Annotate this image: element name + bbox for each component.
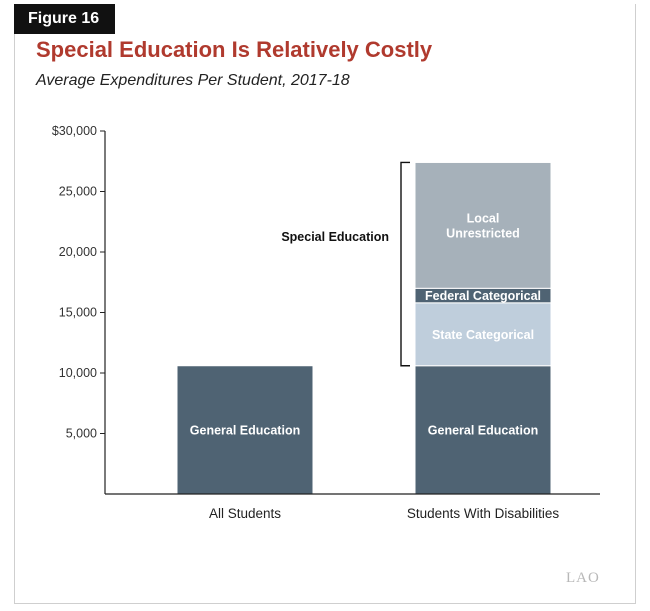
- segment-label: General Education: [190, 423, 300, 437]
- bar-segment: [414, 161, 552, 289]
- segment-label-line: State Categorical: [432, 328, 534, 342]
- segment-label: State Categorical: [432, 328, 534, 342]
- lao-logo: LAO: [566, 570, 600, 586]
- figure-frame: [14, 4, 636, 604]
- bar-segment: [414, 302, 552, 367]
- segment-label: Federal Categorical: [425, 289, 541, 303]
- y-tick-label: 15,000: [59, 306, 97, 320]
- x-category-label: Students With Disabilities: [407, 506, 560, 521]
- segment-label-line: Federal Categorical: [425, 289, 541, 303]
- chart-subtitle: Average Expenditures Per Student, 2017-1…: [36, 72, 350, 89]
- segment-label-line: General Education: [428, 423, 538, 437]
- x-category-label: All Students: [209, 506, 281, 521]
- segment-label: Local Unrestricted: [446, 211, 520, 240]
- segment-label-line: General Education: [190, 423, 300, 437]
- special-education-label: Special Education: [281, 230, 389, 244]
- y-tick-label: $30,000: [52, 124, 97, 138]
- special-education-bracket: [400, 161, 410, 367]
- y-tick-label: 25,000: [59, 185, 97, 199]
- chart-title: Special Education Is Relatively Costly: [36, 37, 433, 62]
- segment-label: General Education: [428, 423, 538, 437]
- y-tick-label: 5,000: [66, 427, 97, 441]
- segment-label-line: Local: [467, 211, 500, 225]
- bar-segment: [176, 365, 314, 495]
- bar-segment: [414, 365, 552, 495]
- y-tick-label: 20,000: [59, 245, 97, 259]
- segment-label-line: Unrestricted: [446, 226, 520, 240]
- y-tick-label: 10,000: [59, 366, 97, 380]
- figure-label: Figure 16: [14, 4, 116, 34]
